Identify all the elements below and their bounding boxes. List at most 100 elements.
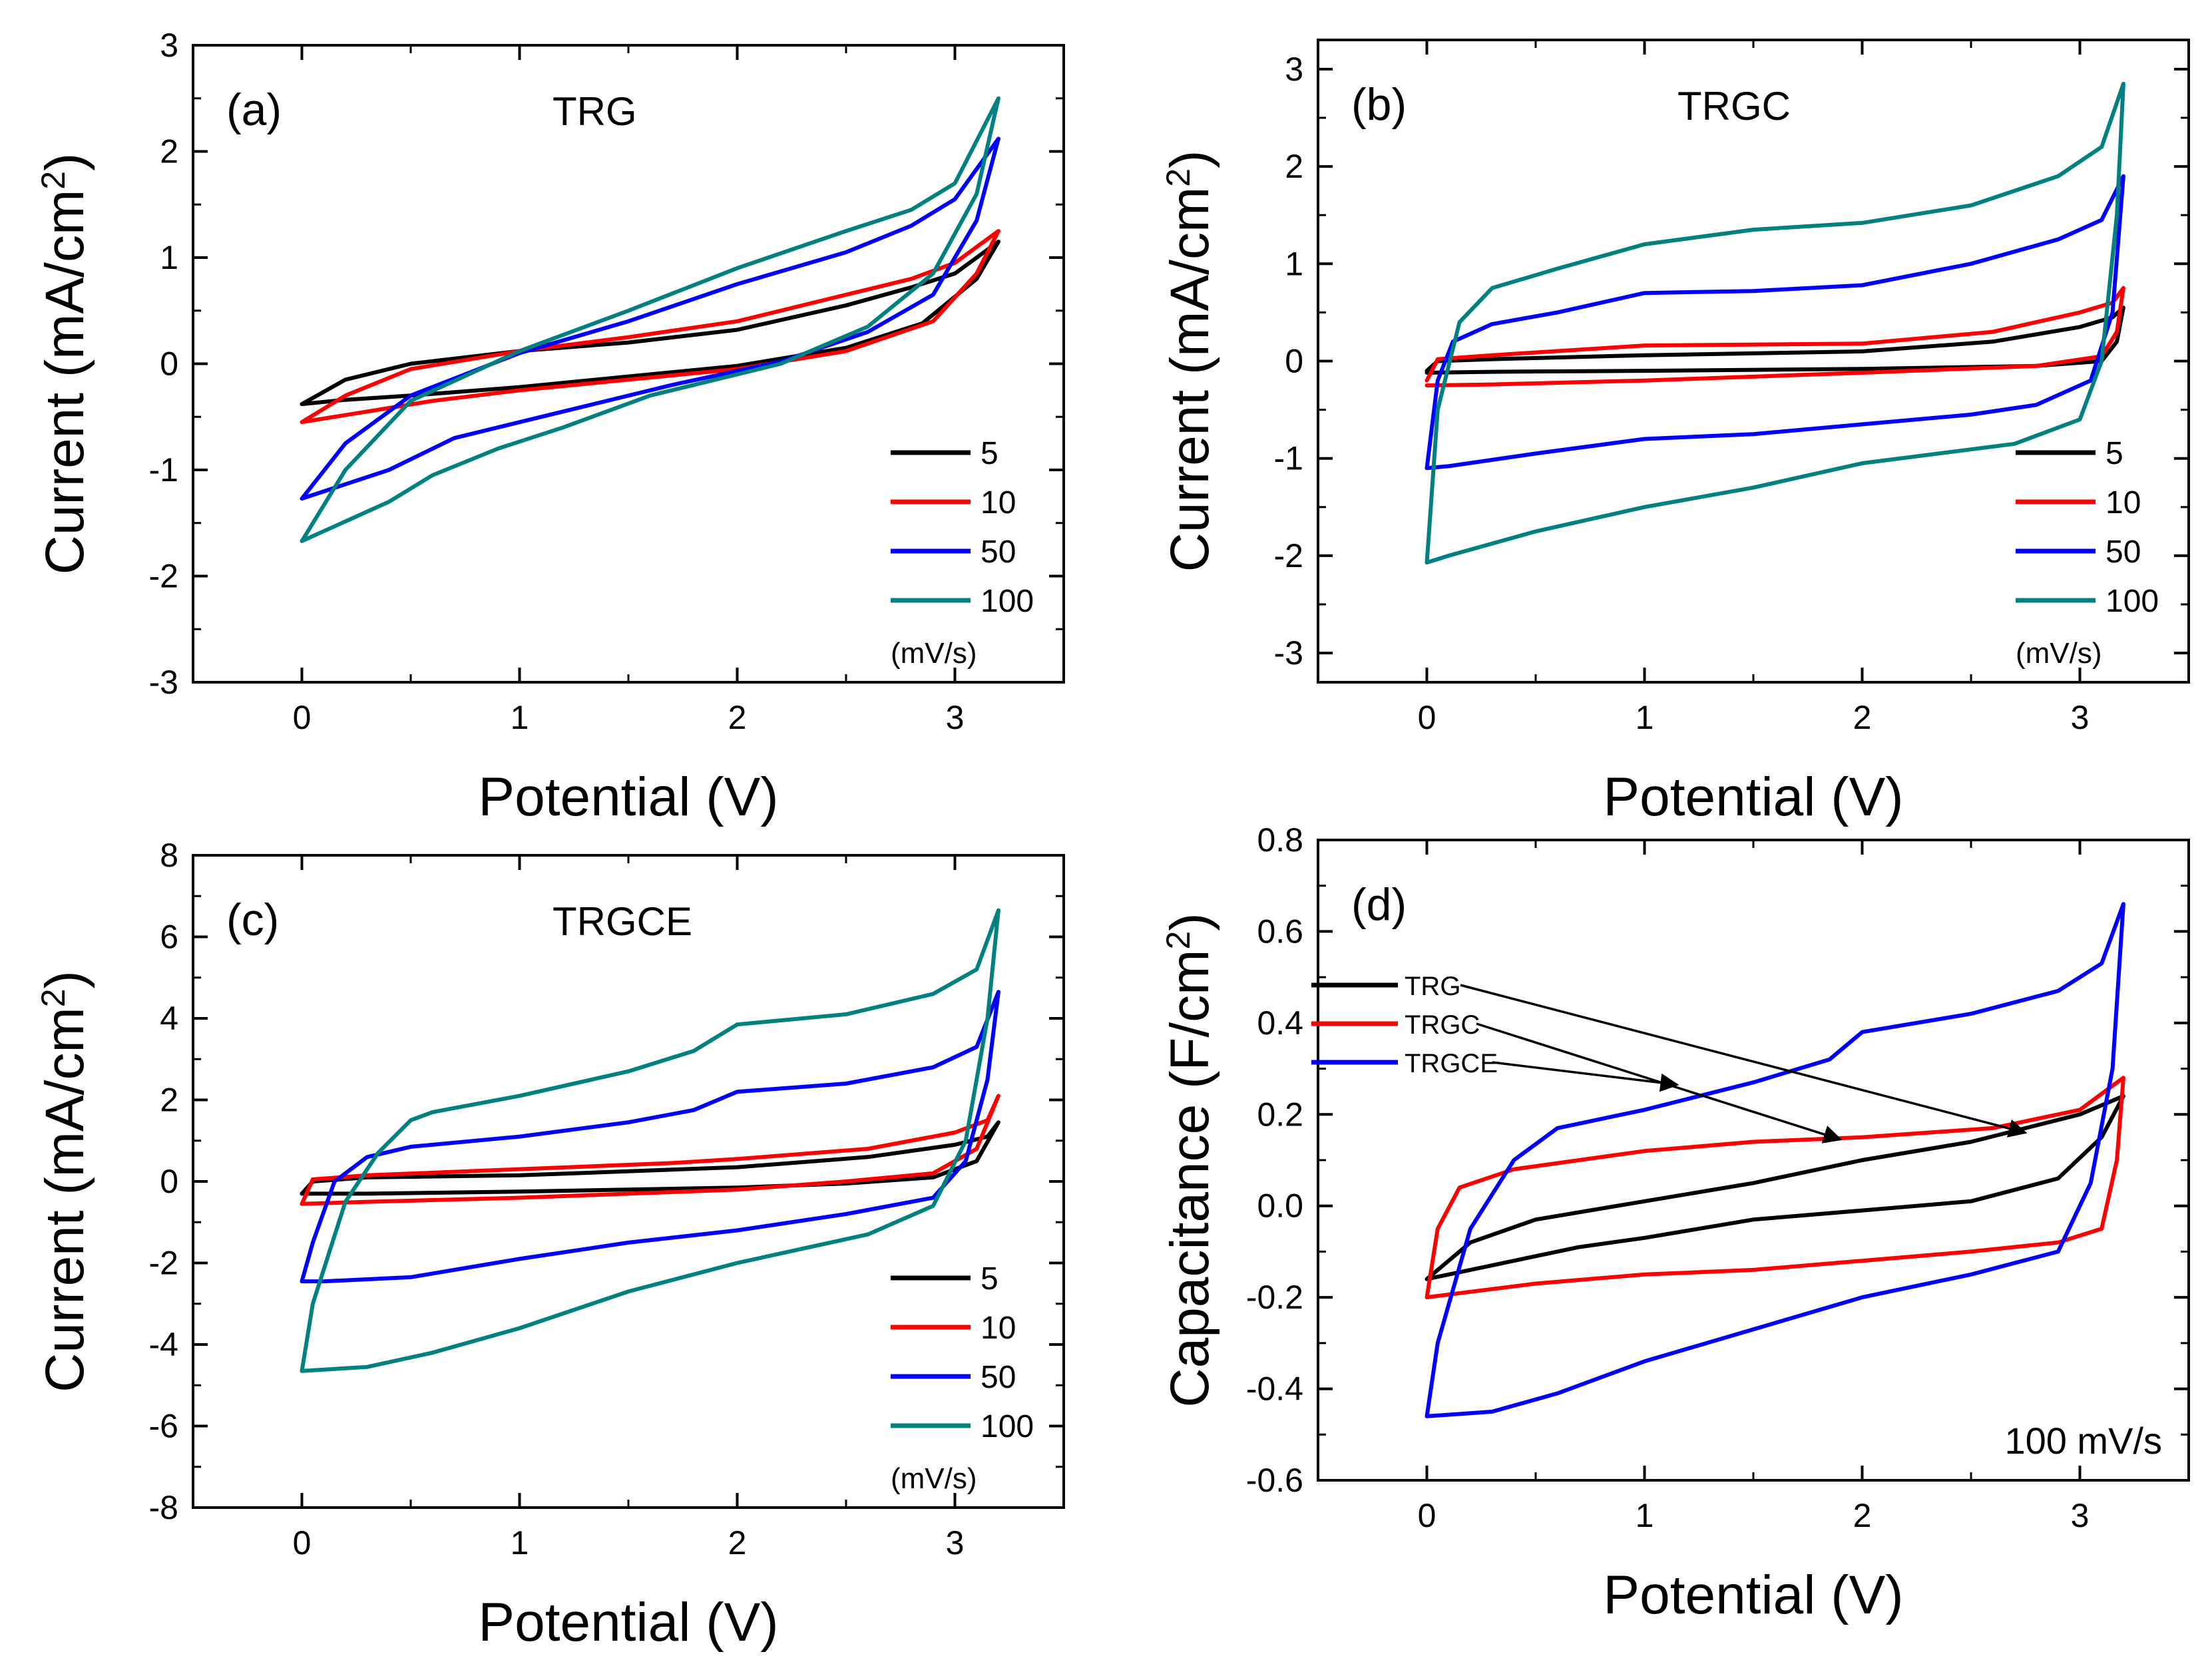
series-line-100 [300, 908, 1000, 1373]
y-tick-label: 2 [160, 1082, 178, 1119]
y-axis-label-end: ) [1160, 150, 1220, 168]
y-tick-label: -8 [149, 1489, 178, 1526]
y-tick-label: -2 [149, 1245, 178, 1282]
panel-c: 0 1 2 3 -8 -6 -4 -2 0 2 4 6 8 Potential (V) Current (m… [35, 837, 1065, 1653]
x-tick-label: 1 [511, 699, 529, 736]
y-tick-label: -1 [149, 451, 178, 489]
series-line-5 [300, 240, 1000, 407]
y-tick-label: 8 [160, 837, 178, 874]
legend-arrow-TRG [1460, 984, 2028, 1138]
plot-frame [1317, 839, 2190, 1482]
y-tick-label: 0.2 [1257, 1096, 1303, 1133]
panel-b: 0 1 2 3 -3 -2 -1 0 1 2 3 Potential (V) Current (mA/c… [1160, 39, 2190, 827]
series-line-5 [300, 1120, 1000, 1196]
y-tick-label: 0.6 [1257, 913, 1303, 950]
x-tick-label: 3 [946, 1524, 965, 1561]
legend-label: 5 [981, 436, 998, 471]
y-tick-label: 2 [1285, 148, 1303, 185]
legend-label: 10 [981, 485, 1016, 520]
y-axis-label-end: ) [1160, 913, 1220, 931]
y-tick-label: -0.4 [1246, 1370, 1303, 1408]
x-tick-label: 1 [511, 1524, 529, 1561]
legend-unit: (mV/s) [2016, 637, 2102, 670]
y-axis-label-main: Capacitance (F/cm [1160, 950, 1220, 1408]
legend-label: TRGC [1405, 1010, 1480, 1040]
legend-arrow-TRGCE [1492, 1061, 1679, 1092]
series-line-TRG [1425, 1094, 2125, 1281]
legend-unit: (mV/s) [891, 637, 977, 670]
x-tick-label: 3 [2071, 1497, 2090, 1534]
series-line-50 [1425, 174, 2125, 471]
y-axis-label: Capacitance (F/cm2) [1160, 913, 1220, 1407]
y-tick-label: -1 [1274, 440, 1303, 477]
x-axis-label: Potential (V) [1603, 767, 1903, 827]
y-tick-label: 2 [160, 133, 178, 170]
x-tick-label: 2 [1853, 1497, 1872, 1534]
y-tick-label: 3 [1285, 51, 1303, 88]
legend-label: 100 [981, 584, 1034, 619]
x-tick-label: 2 [1853, 699, 1872, 736]
series-line-100 [1425, 81, 2125, 565]
series-line-50 [300, 136, 1000, 501]
series-line-10 [300, 229, 1000, 425]
x-tick-label: 1 [1636, 1497, 1654, 1534]
y-tick-label: 0 [160, 1163, 178, 1200]
legend-label: 10 [2105, 485, 2141, 520]
legend-label: 100 [981, 1409, 1034, 1444]
plot-frame [192, 44, 1065, 684]
x-tick-label: 0 [293, 699, 312, 736]
y-axis-label-superscript: 2 [35, 171, 72, 190]
y-tick-label: 4 [160, 1000, 178, 1037]
x-tick-label: 0 [1418, 1497, 1437, 1534]
series-line-50 [300, 990, 1000, 1284]
y-axis-label: Current (mA/cm2) [35, 153, 95, 575]
scan-rate-annotation: 100 mV/s [2004, 1420, 2162, 1462]
x-tick-label: 1 [1636, 699, 1654, 736]
y-tick-label: 3 [160, 27, 178, 64]
y-tick-label: 0 [1285, 343, 1303, 380]
y-tick-label: 0 [160, 345, 178, 383]
legend-label: TRG [1405, 972, 1460, 1001]
y-axis-label-end: ) [35, 153, 95, 171]
y-axis-label-end: ) [35, 970, 95, 988]
panel-d: 0 1 2 3 -0.6 -0.4 -0.2 0.0 0.2 0.4 0.6 0.8 Potential… [1160, 821, 2190, 1625]
y-tick-label: -6 [149, 1408, 178, 1445]
panel-a: 0 1 2 3 -3 -2 -1 0 1 2 3 Potential (V) Current (mA/c… [35, 27, 1065, 827]
legend-label: 100 [2105, 584, 2159, 619]
y-tick-label: -3 [1274, 634, 1303, 672]
y-axis-label-superscript: 2 [1160, 168, 1197, 187]
legend-label: 5 [2105, 436, 2123, 471]
series-line-10 [300, 1094, 1000, 1206]
legend-label: TRGCE [1405, 1049, 1498, 1078]
y-tick-label: 1 [1285, 245, 1303, 282]
x-axis-label: Potential (V) [478, 1592, 778, 1653]
y-axis-label-main: Current (mA/cm [35, 190, 95, 575]
panel-label: (b) [1351, 79, 1407, 130]
panel-title: TRG [553, 89, 637, 134]
legend-label: 10 [981, 1311, 1016, 1346]
series-line-100 [300, 96, 1000, 543]
y-axis-label-superscript: 2 [1160, 931, 1197, 950]
y-tick-label: -0.6 [1246, 1462, 1303, 1499]
x-tick-label: 3 [946, 699, 965, 736]
y-tick-label: 6 [160, 919, 178, 956]
panel-label: (d) [1351, 879, 1407, 930]
x-axis-label: Potential (V) [1603, 1565, 1903, 1625]
y-tick-label: 0.4 [1257, 1004, 1303, 1042]
legend-label: 5 [981, 1261, 998, 1297]
y-tick-label: 0.8 [1257, 821, 1303, 859]
legend-label: 50 [981, 1360, 1016, 1395]
y-tick-label: -2 [1274, 537, 1303, 574]
x-tick-label: 0 [293, 1524, 312, 1561]
y-tick-label: -0.2 [1246, 1279, 1303, 1316]
y-tick-label: 0.0 [1257, 1187, 1303, 1225]
y-axis-label: Current (mA/cm2) [1160, 150, 1220, 572]
y-tick-label: -4 [149, 1326, 178, 1363]
y-axis-label-main: Current (mA/cm [1160, 187, 1220, 572]
y-tick-label: -3 [149, 664, 178, 701]
panel-title: TRGC [1677, 84, 1791, 128]
panel-title: TRGCE [553, 899, 692, 944]
legend-label: 50 [981, 534, 1016, 570]
panel-label: (c) [226, 895, 279, 945]
